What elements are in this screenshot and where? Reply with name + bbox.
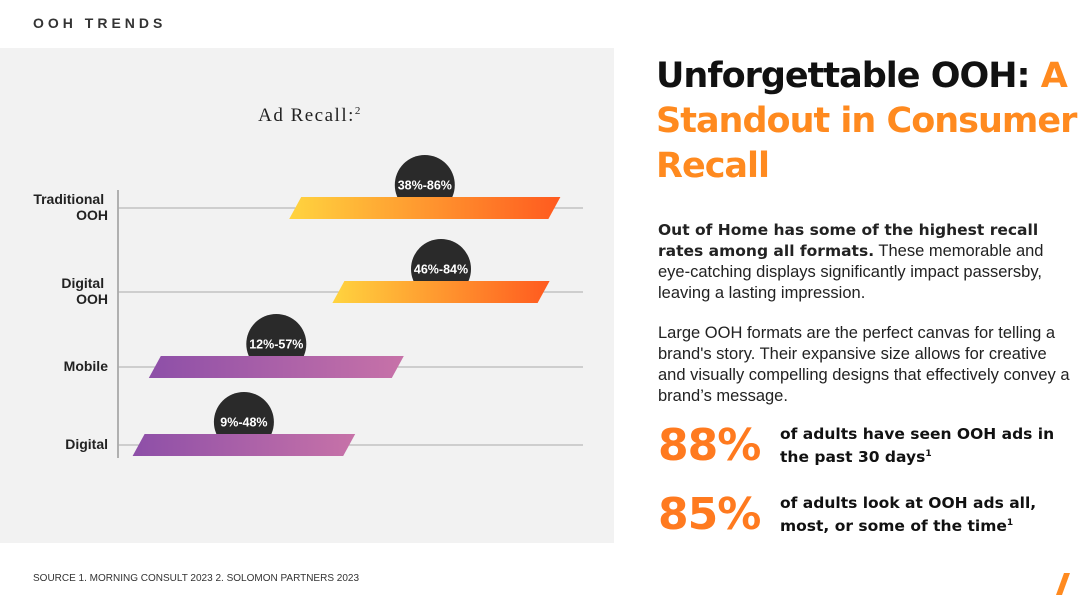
category-label-line: Digital [61,275,108,291]
category-label: Digital OOH [61,275,108,307]
category-label: Mobile [64,358,109,374]
footer: SOURCE 1. MORNING CONSULT 2023 2. SOLOMO… [33,573,360,584]
category-label: Digital [65,436,108,452]
value-label: 12%-57% [249,337,303,351]
chart-title-text: Ad Recall: [258,105,355,126]
category-label-line: Mobile [64,358,109,374]
range-bar [148,356,404,378]
chart-title: Ad Recall:2 [258,105,362,127]
headline: Unforgettable OOH: A Standout in Consume… [656,54,1080,189]
chart-title-note: 2 [355,105,362,117]
stat-note: 1 [925,448,932,459]
paragraph-text: These memorable and eye-catching display… [658,242,1044,302]
category-label: Traditional OOH [33,191,108,223]
header: OOH TRENDS [33,15,167,31]
stat-number: 88% [658,420,761,471]
stat-text: of adults have seen OOH ads in the past … [780,424,1070,467]
stat-note: 1 [1006,517,1014,528]
range-bar [332,281,550,303]
headline-accent: A Standout in Consumer Recall [656,56,1077,186]
headline-dark: Unforgettable OOH: [656,56,1031,96]
range-bar [132,434,356,456]
category-label-line: OOH [76,207,108,223]
logo-mark [1056,573,1070,595]
paragraph-text: Large OOH formats are the perfect canvas… [658,324,1070,405]
range-bar [289,197,561,219]
value-label: 46%-84% [414,262,468,276]
paragraph: Out of Home has some of the highest reca… [658,220,1078,304]
stat-label: of adults look at OOH ads all, most, or … [780,493,1037,536]
chart-panel: Ad Recall:2 Traditional OOH 38%-86% Digita… [0,48,614,543]
stat-label: of adults have seen OOH ads in the past … [780,424,1055,467]
stat-text: of adults look at OOH ads all, most, or … [780,493,1070,536]
paragraph: Large OOH formats are the perfect canvas… [658,323,1078,407]
stat: 88% of adults have seen OOH ads in the pa… [658,420,1070,471]
stat: 85% of adults look at OOH ads all, most, … [658,489,1070,540]
category-label-line: OOH [76,291,108,307]
chart: Ad Recall:2 Traditional OOH 38%-86% Digita… [33,105,583,458]
stat-number: 85% [658,489,761,540]
paragraph-bold: Out of Home has some of the highest reca… [658,221,1039,260]
category-label-line: Digital [65,436,108,452]
value-label: 38%-86% [398,178,452,192]
logo [1056,573,1070,595]
category-label-line: Traditional [33,191,108,207]
value-label: 9%-48% [220,415,267,429]
